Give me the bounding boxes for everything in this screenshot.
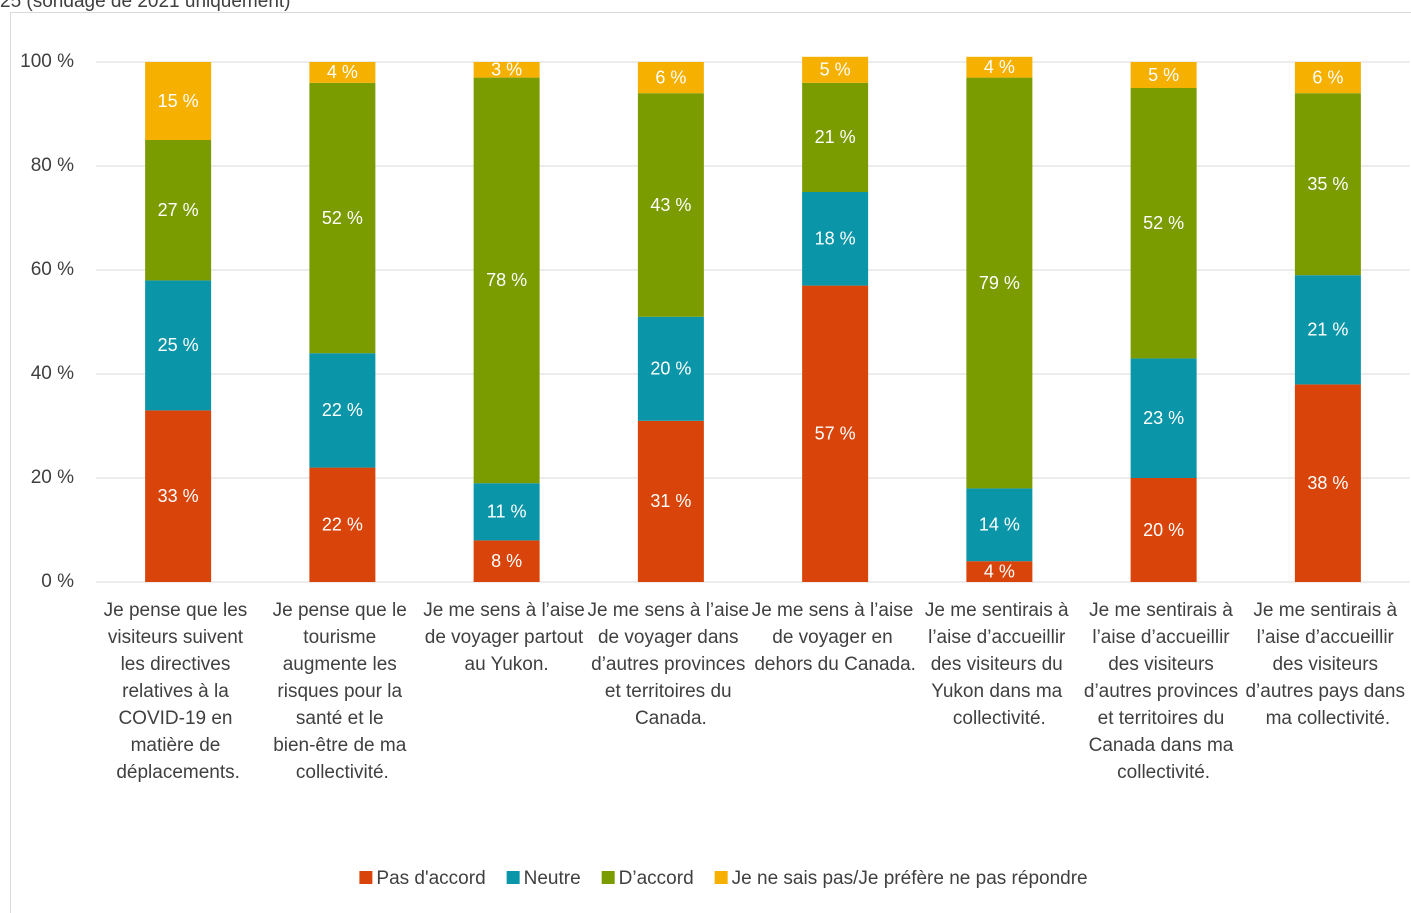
bar-segment bbox=[473, 483, 540, 541]
legend-swatch bbox=[714, 871, 728, 884]
bar-segment bbox=[309, 82, 376, 354]
bar-segment bbox=[637, 420, 704, 582]
bar-segment bbox=[473, 77, 540, 484]
bar-segment bbox=[966, 56, 1033, 78]
data-label: 6 % bbox=[1312, 67, 1343, 87]
x-tick-label: Je pense que les visiteurs suivent les d… bbox=[104, 600, 253, 783]
data-label: 6 % bbox=[655, 67, 686, 87]
bar-segment bbox=[1130, 88, 1197, 359]
data-label: 18 % bbox=[815, 229, 856, 249]
bar-segment bbox=[966, 77, 1033, 489]
data-label: 15 % bbox=[158, 91, 199, 111]
x-tick-label: Je me sentirais à l’aise d’accueillir de… bbox=[1245, 600, 1410, 729]
data-label: 22 % bbox=[322, 515, 363, 535]
y-tick-label: 40 % bbox=[31, 363, 74, 384]
data-label: 20 % bbox=[1143, 520, 1184, 540]
data-label: 22 % bbox=[322, 400, 363, 420]
data-label: 4 % bbox=[984, 561, 1015, 581]
data-label: 27 % bbox=[158, 200, 199, 220]
bar-segment bbox=[473, 62, 540, 78]
bar-segment bbox=[1294, 384, 1361, 582]
data-label: 78 % bbox=[486, 270, 527, 290]
bar-segment bbox=[1294, 62, 1361, 94]
data-label: 25 % bbox=[158, 335, 199, 355]
data-label: 5 % bbox=[1148, 65, 1179, 85]
bar-segment bbox=[309, 467, 376, 582]
data-label: 4 % bbox=[327, 62, 358, 82]
y-tick-label: 20 % bbox=[31, 467, 74, 488]
x-tick-label: Je pense que le tourisme augmente les ri… bbox=[273, 600, 412, 783]
legend-label: D’accord bbox=[619, 868, 694, 889]
data-label: 38 % bbox=[1307, 473, 1348, 493]
data-label: 31 % bbox=[650, 491, 691, 511]
data-label: 21 % bbox=[1307, 320, 1348, 340]
data-label: 20 % bbox=[650, 359, 691, 379]
data-label: 3 % bbox=[491, 60, 522, 80]
bar-segment bbox=[145, 410, 212, 582]
data-label: 21 % bbox=[815, 127, 856, 147]
y-tick-label: 80 % bbox=[31, 155, 74, 176]
bar-segment bbox=[309, 62, 376, 83]
data-label: 57 % bbox=[815, 424, 856, 444]
bar-segment bbox=[966, 561, 1033, 582]
bar-segment bbox=[1130, 478, 1197, 582]
bar-segment bbox=[966, 488, 1033, 562]
data-label: 5 % bbox=[820, 60, 851, 80]
legend-label: Pas d'accord bbox=[376, 868, 485, 889]
bar-segment bbox=[473, 540, 540, 582]
bar-segment bbox=[309, 353, 376, 468]
data-label: 79 % bbox=[979, 273, 1020, 293]
data-label: 52 % bbox=[322, 208, 363, 228]
data-label: 11 % bbox=[487, 502, 527, 522]
legend-label: Neutre bbox=[524, 868, 581, 889]
legend-swatch bbox=[359, 871, 373, 884]
legend-swatch bbox=[506, 871, 520, 884]
bar-segment bbox=[637, 62, 704, 94]
data-label: 8 % bbox=[491, 551, 522, 571]
bar-segment bbox=[802, 192, 869, 286]
bar-segment bbox=[1130, 358, 1197, 478]
bar-segment bbox=[145, 280, 212, 411]
chart-frame bbox=[10, 12, 1411, 913]
chart-title: 25 (sondage de 2021 uniquement) bbox=[0, 0, 291, 12]
legend-swatch bbox=[601, 871, 615, 884]
bar-segment bbox=[1294, 93, 1361, 276]
bar-segment bbox=[1130, 62, 1197, 88]
data-label: 33 % bbox=[158, 486, 199, 506]
data-label: 23 % bbox=[1143, 408, 1184, 428]
bar-segment bbox=[802, 82, 869, 192]
x-tick-label: Je me sens à l’aise de voyager partout a… bbox=[423, 600, 590, 675]
data-label: 52 % bbox=[1143, 213, 1184, 233]
x-tick-label: Je me sens à l’aise de voyager dans d’au… bbox=[587, 600, 754, 729]
data-label: 43 % bbox=[650, 195, 691, 215]
x-tick-label: Je me sentirais à l’aise d’accueillir de… bbox=[1084, 600, 1243, 783]
bar-segment bbox=[637, 316, 704, 421]
y-tick-label: 0 % bbox=[41, 571, 74, 592]
bar-segment bbox=[802, 285, 869, 582]
x-tick-label: Je me sens à l’aise de voyager en dehors… bbox=[752, 600, 919, 675]
bar-segment bbox=[145, 62, 212, 140]
y-tick-label: 100 % bbox=[20, 51, 74, 72]
bar-segment bbox=[802, 56, 869, 83]
data-label: 14 % bbox=[979, 515, 1020, 535]
bar-segment bbox=[637, 93, 704, 317]
y-tick-label: 60 % bbox=[31, 259, 74, 280]
data-label: 4 % bbox=[984, 57, 1015, 77]
bar-segment bbox=[145, 140, 212, 281]
bar-segment bbox=[1294, 275, 1361, 385]
x-tick-label: Je me sentirais à l’aise d’accueillir de… bbox=[925, 600, 1074, 729]
data-label: 35 % bbox=[1307, 174, 1348, 194]
legend-label: Je ne sais pas/Je préfère ne pas répondr… bbox=[732, 868, 1088, 889]
